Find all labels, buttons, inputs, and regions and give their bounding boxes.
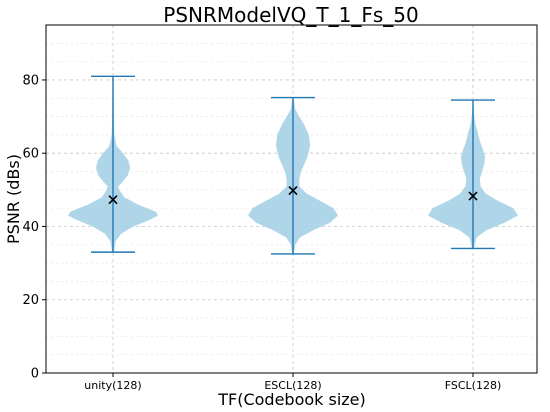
y-axis-label: PSNR (dBs) xyxy=(4,154,23,244)
y-tick-label: 20 xyxy=(22,293,39,308)
mean-marker xyxy=(108,195,118,205)
violin-layer xyxy=(68,75,518,255)
y-tick-label: 60 xyxy=(22,147,39,162)
mean-marker xyxy=(288,186,298,196)
x-axis-label: TF(Codebook size) xyxy=(217,390,366,409)
chart-title: PSNRModelVQ_T_1_Fs_50 xyxy=(163,3,418,27)
x-tick-label: ESCL(128) xyxy=(264,379,321,392)
axis-layer: 0 20 40 60 80 unity(128) ESCL(128) FSCL(128) xyxy=(22,73,501,392)
x-tick-label: unity(128) xyxy=(84,379,141,392)
mean-marker xyxy=(468,191,478,201)
y-tick-label: 40 xyxy=(22,220,39,235)
y-tick-label: 80 xyxy=(22,73,39,88)
x-tick-label: FSCL(128) xyxy=(445,379,502,392)
plot-frame xyxy=(45,24,538,374)
y-tick-label: 0 xyxy=(31,367,39,382)
